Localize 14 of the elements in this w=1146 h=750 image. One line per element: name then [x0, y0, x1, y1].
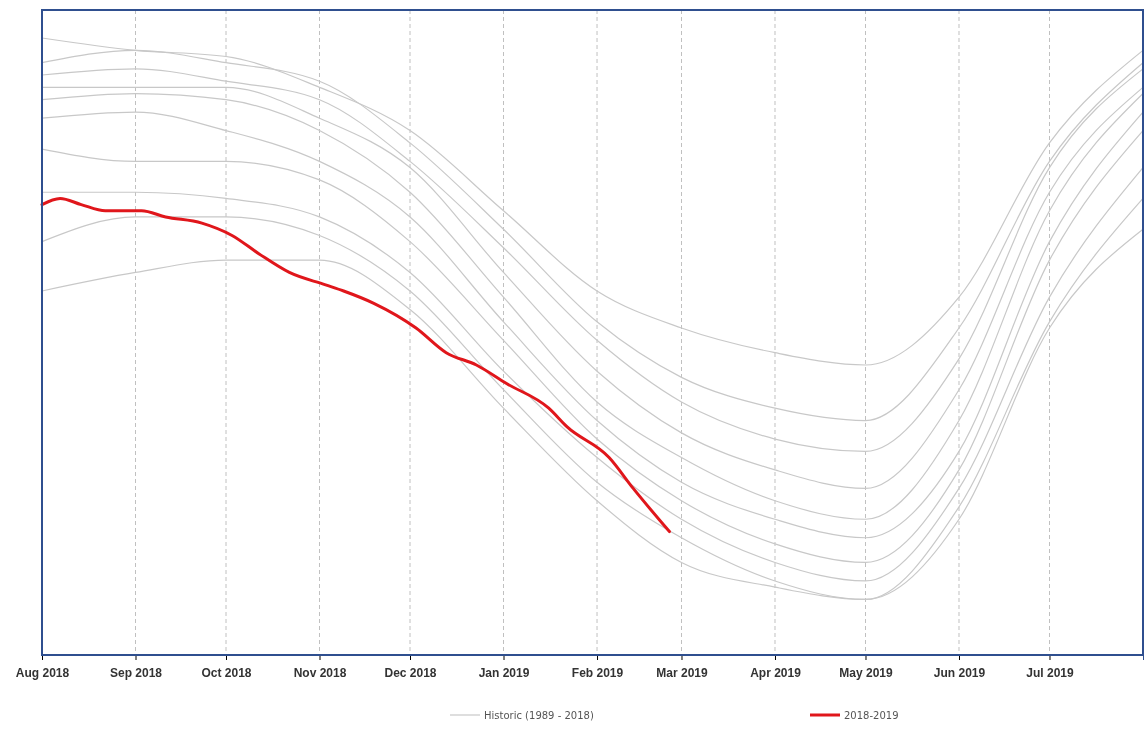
x-tick-label: Nov 2018: [293, 666, 347, 681]
x-tick-label: Feb 2019: [571, 666, 624, 681]
x-tick-label: Jul 2019: [1026, 666, 1074, 681]
x-tick-label: Mar 2019: [656, 666, 708, 681]
x-tick-label: Jun 2019: [933, 666, 986, 681]
legend-label: 2018-2019: [844, 710, 899, 721]
x-tick-label: Apr 2019: [750, 666, 802, 681]
x-tick-label: Dec 2018: [384, 666, 437, 681]
x-tick-label: Sep 2018: [109, 666, 163, 681]
x-tick-label: Aug 2018: [15, 666, 70, 681]
x-tick-label: Jan 2019: [478, 666, 530, 681]
x-tick-label: May 2019: [839, 666, 893, 681]
x-tick-label: Oct 2018: [201, 666, 252, 681]
legend-label: Historic (1989 - 2018): [484, 710, 594, 721]
